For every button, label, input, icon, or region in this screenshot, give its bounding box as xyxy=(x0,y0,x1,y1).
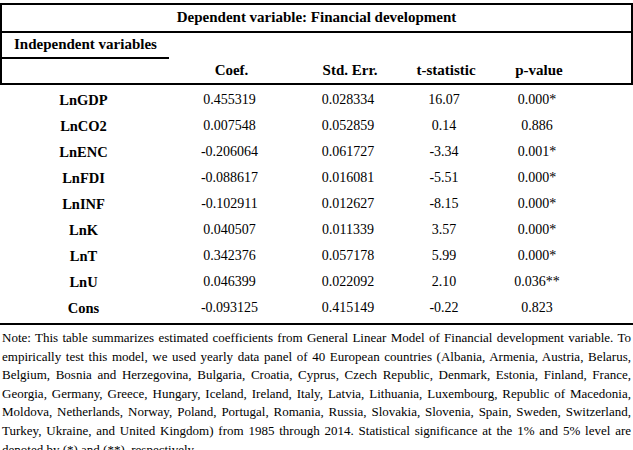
table-row: LnINF -0.102911 0.012627 -8.15 0.000* xyxy=(0,191,633,217)
stderr-value: 0.415149 xyxy=(292,300,404,316)
table-row: LnU 0.046399 0.022092 2.10 0.036** xyxy=(0,269,633,295)
variable-name: LnK xyxy=(0,222,167,239)
table-note: Note: This table summarizes estimated co… xyxy=(0,325,633,450)
tstat-value: 2.10 xyxy=(404,274,484,290)
table-row: LnT 0.342376 0.057178 5.99 0.000* xyxy=(0,243,633,269)
coef-value: 0.007548 xyxy=(167,118,292,134)
tstat-value: 3.57 xyxy=(404,222,484,238)
pvalue-value: 0.000* xyxy=(484,248,590,264)
stderr-value: 0.028334 xyxy=(292,92,404,108)
variable-name: LnCO2 xyxy=(0,118,167,135)
column-header-pvalue: p-value xyxy=(486,62,592,79)
pvalue-value: 0.886 xyxy=(484,118,590,134)
stderr-value: 0.012627 xyxy=(292,196,404,212)
tstat-value: 16.07 xyxy=(404,92,484,108)
coef-value: 0.342376 xyxy=(167,248,292,264)
variable-name: LnENC xyxy=(0,144,167,161)
pvalue-value: 0.000* xyxy=(484,92,590,108)
table-title: Dependent variable: Financial developmen… xyxy=(2,5,631,33)
variable-name: LnFDI xyxy=(0,170,167,187)
coef-value: -0.093125 xyxy=(167,300,292,316)
pvalue-value: 0.000* xyxy=(484,222,590,238)
table-header: Dependent variable: Financial developmen… xyxy=(0,3,633,85)
table-row: LnCO2 0.007548 0.052859 0.14 0.886 xyxy=(0,113,633,139)
variable-name: LnGDP xyxy=(0,92,167,109)
tstat-value: -5.51 xyxy=(404,170,484,186)
pvalue-value: 0.823 xyxy=(484,300,590,316)
column-header-coef: Coef. xyxy=(169,62,294,79)
variable-name: LnT xyxy=(0,248,167,265)
stderr-value: 0.061727 xyxy=(292,144,404,160)
tstat-value: -8.15 xyxy=(404,196,484,212)
pvalue-value: 0.036** xyxy=(484,274,590,290)
pvalue-value: 0.000* xyxy=(484,196,590,212)
stderr-value: 0.057178 xyxy=(292,248,404,264)
coef-value: -0.206064 xyxy=(167,144,292,160)
regression-results-figure: Dependent variable: Financial developmen… xyxy=(0,0,633,450)
tstat-value: 0.14 xyxy=(404,118,484,134)
coef-value: 0.040507 xyxy=(167,222,292,238)
table-body: LnGDP 0.455319 0.028334 16.07 0.000* LnC… xyxy=(0,85,633,325)
variable-name: LnINF xyxy=(0,196,167,213)
coef-value: 0.455319 xyxy=(167,92,292,108)
table-row: LnFDI -0.088617 0.016081 -5.51 0.000* xyxy=(0,165,633,191)
pvalue-value: 0.001* xyxy=(484,144,590,160)
coef-value: 0.046399 xyxy=(167,274,292,290)
column-header-tstat: t-statistic xyxy=(406,62,486,79)
table-row: Cons -0.093125 0.415149 -0.22 0.823 xyxy=(0,295,633,321)
column-header-row: Coef. Std. Err. t-statistic p-value xyxy=(2,60,631,83)
stderr-value: 0.052859 xyxy=(292,118,404,134)
variable-name: LnU xyxy=(0,274,167,291)
independent-variables-label: Independent variables xyxy=(2,33,169,59)
table-row: LnK 0.040507 0.011339 3.57 0.000* xyxy=(0,217,633,243)
stderr-value: 0.011339 xyxy=(292,222,404,238)
column-header-stderr: Std. Err. xyxy=(294,62,406,79)
coef-value: -0.102911 xyxy=(167,196,292,212)
tstat-value: -0.22 xyxy=(404,300,484,316)
variable-name: Cons xyxy=(0,300,167,317)
table-row: LnENC -0.206064 0.061727 -3.34 0.001* xyxy=(0,139,633,165)
stderr-value: 0.022092 xyxy=(292,274,404,290)
pvalue-value: 0.000* xyxy=(484,170,590,186)
tstat-value: 5.99 xyxy=(404,248,484,264)
coef-value: -0.088617 xyxy=(167,170,292,186)
tstat-value: -3.34 xyxy=(404,144,484,160)
stderr-value: 0.016081 xyxy=(292,170,404,186)
table-row: LnGDP 0.455319 0.028334 16.07 0.000* xyxy=(0,87,633,113)
row-header-section: Independent variables xyxy=(2,33,631,60)
